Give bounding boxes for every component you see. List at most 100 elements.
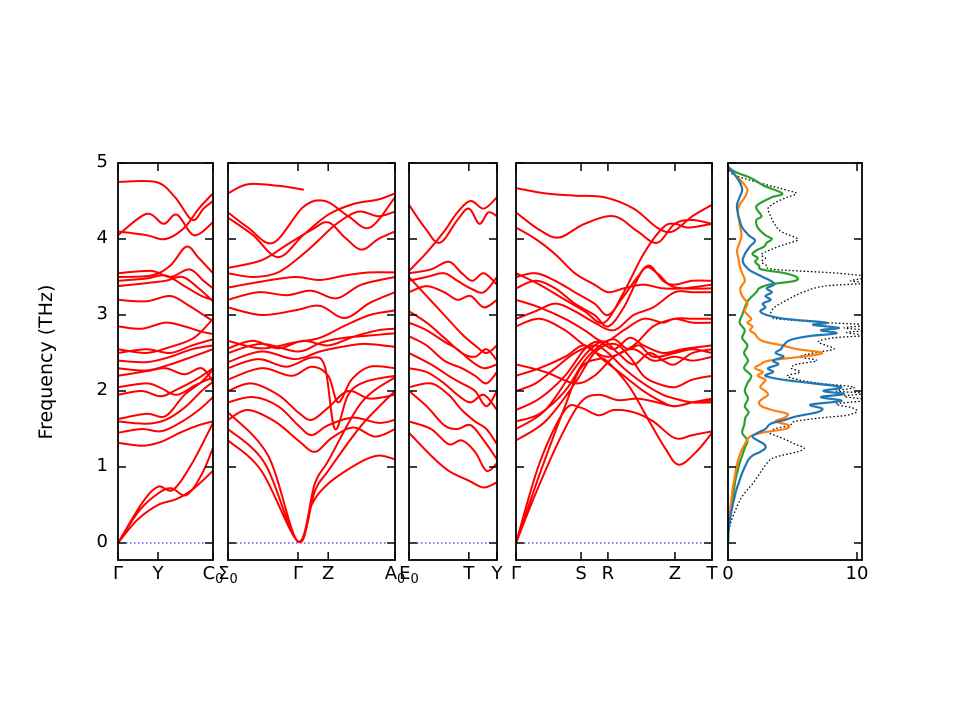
phonon-band-curve — [118, 275, 213, 303]
x-tick-label: Γ — [112, 563, 124, 584]
phonon-band-curve — [409, 276, 497, 355]
total-dos-curve — [728, 166, 862, 544]
phonon-band-curve — [118, 212, 213, 237]
phonon-band-curve — [228, 365, 395, 404]
y-tick-label: 0 — [96, 531, 108, 552]
phonon-band-curve — [409, 431, 497, 489]
phonon-band-curve — [228, 390, 395, 543]
phonon-band-curve — [516, 211, 712, 244]
phonon-band-curve — [409, 203, 497, 244]
x-tick-label: Σ0 — [218, 563, 238, 587]
phonon-band-curve — [118, 447, 213, 544]
phonon-band-curve — [118, 274, 213, 301]
phonon-band-curve — [118, 348, 213, 372]
phonon-band-curve — [118, 469, 213, 544]
x-tick-label: A0 — [384, 563, 406, 587]
dos-x-tick-label: 10 — [845, 563, 869, 584]
phonon-band-curve — [118, 420, 213, 447]
phonon-band-curve — [516, 187, 712, 234]
phonon-band-curve — [409, 285, 497, 309]
pdos-3-curve — [728, 166, 846, 544]
phonon-band-curve — [228, 182, 305, 195]
bands-panel-1 — [118, 179, 213, 544]
phonon-band-curve — [118, 338, 213, 355]
panel-frame — [117, 162, 214, 561]
x-tick-label: Y — [491, 563, 503, 584]
phonon-band-curve — [516, 340, 712, 430]
phonon-band-curve — [228, 309, 395, 350]
x-tick-label: Γ — [510, 563, 522, 584]
phonon-band-curve — [409, 352, 497, 408]
phonon-band-curve — [228, 221, 395, 269]
phonon-band-curve — [409, 420, 497, 473]
dos-x-tick-label: 0 — [722, 563, 734, 584]
y-tick-label: 4 — [96, 227, 108, 248]
phonon-band-curve — [516, 393, 712, 544]
phonon-band-curve — [409, 382, 497, 446]
phonon-band-curve — [228, 332, 395, 354]
phonon-band-curve — [228, 356, 395, 431]
phonon-band-curve — [228, 396, 395, 437]
x-tick-label: R — [601, 563, 615, 584]
phonon-band-curve — [118, 396, 213, 434]
phonon-band-curve — [516, 357, 712, 544]
phonon-band-curve — [516, 222, 712, 325]
panel-frame — [408, 162, 498, 561]
phonon-band-curve — [409, 335, 497, 385]
y-axis-label: Frequency (THz) — [35, 284, 57, 440]
y-tick-label: 1 — [96, 455, 108, 476]
phonon-band-curve — [409, 310, 497, 362]
pdos-2-curve — [728, 166, 824, 544]
phonon-band-curve — [516, 344, 712, 408]
phonon-band-curve — [409, 196, 497, 272]
phonon-band-curve — [118, 321, 213, 335]
phonon-band-curve — [516, 226, 712, 294]
phonon-band-curve — [516, 336, 712, 411]
phonon-band-curve — [516, 290, 712, 332]
panel-frame — [227, 162, 396, 561]
phonon-band-curve — [516, 403, 712, 544]
phonon-band-curve — [409, 367, 497, 411]
y-tick-label: 2 — [96, 379, 108, 400]
x-tick-label: Z — [322, 563, 335, 584]
panel-frame — [515, 162, 713, 561]
phonon-band-curve — [228, 382, 395, 421]
x-tick-label: Γ — [292, 563, 303, 584]
phonon-band-curve — [118, 380, 213, 425]
x-tick-label: C0 — [202, 563, 224, 587]
phonon-band-curve — [516, 266, 712, 328]
phonon-band-curve — [118, 344, 213, 364]
x-tick-label: Z — [668, 563, 682, 584]
phonon-band-curve — [516, 298, 712, 343]
x-tick-label: T — [706, 563, 718, 584]
phonon-band-curve — [118, 376, 213, 396]
phonon-band-curve — [516, 342, 712, 442]
panel-frame — [727, 162, 863, 561]
phonon-band-curve — [228, 210, 395, 279]
phonon-band-curve — [228, 342, 395, 364]
dos-panel — [728, 165, 862, 544]
phonon-band-curve — [516, 264, 712, 317]
phonon-band-curve — [516, 344, 712, 404]
phonon-band-curve — [228, 196, 395, 245]
phonon-band-curve — [228, 291, 395, 319]
bands-panel-3 — [409, 196, 497, 544]
phonon-band-curve — [118, 179, 213, 222]
phonon-band-curve — [409, 260, 497, 286]
x-tick-label: Y — [152, 563, 164, 584]
phonon-band-curve — [228, 192, 395, 259]
phonon-band-curve — [516, 317, 712, 358]
y-tick-label: 3 — [96, 303, 108, 324]
x-tick-label: E0 — [399, 563, 419, 587]
y-tick-label: 5 — [96, 151, 108, 172]
phonon-band-curve — [118, 268, 213, 290]
bands-panel-2 — [228, 182, 395, 544]
phonon-band-curve — [118, 294, 213, 323]
phonon-band-curve — [118, 245, 213, 278]
phonon-band-curve — [409, 272, 497, 294]
phonon-band-curve — [409, 390, 497, 461]
x-tick-label: T — [463, 563, 475, 584]
phonon-band-curve — [118, 421, 213, 544]
